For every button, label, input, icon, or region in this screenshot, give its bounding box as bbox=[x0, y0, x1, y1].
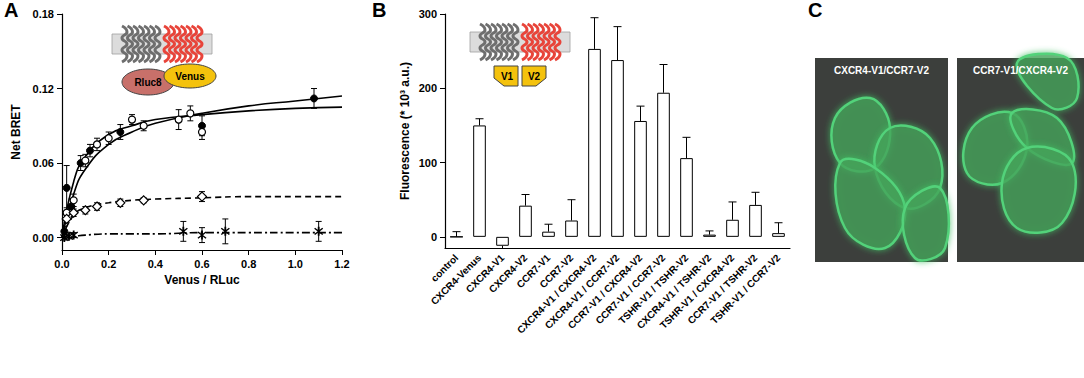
svg-text:TSHR-V1 / CCR7-V2: TSHR-V1 / CCR7-V2 bbox=[708, 252, 782, 326]
svg-text:0.4: 0.4 bbox=[148, 258, 164, 270]
svg-text:CXCR4-Venus: CXCR4-Venus bbox=[428, 252, 484, 307]
svg-text:V2: V2 bbox=[528, 71, 541, 82]
svg-text:CXCR4-V2: CXCR4-V2 bbox=[486, 252, 530, 295]
svg-text:CCR7-V1 / TSHR-V2: CCR7-V1 / TSHR-V2 bbox=[685, 252, 760, 327]
svg-text:0.00: 0.00 bbox=[33, 232, 54, 244]
svg-text:CXCR4-V1/CCR7-V2: CXCR4-V1/CCR7-V2 bbox=[834, 65, 929, 76]
svg-text:0.6: 0.6 bbox=[194, 258, 209, 270]
svg-text:0.2: 0.2 bbox=[101, 258, 116, 270]
svg-text:CXCR4-V1 / TSHR-V2: CXCR4-V1 / TSHR-V2 bbox=[634, 252, 714, 331]
svg-text:CXCR4-V1: CXCR4-V1 bbox=[463, 252, 507, 295]
svg-text:Venus: Venus bbox=[175, 71, 205, 82]
svg-text:CCR7-V1/CXCR4-V2: CCR7-V1/CXCR4-V2 bbox=[973, 65, 1068, 76]
svg-text:CCR7-V1: CCR7-V1 bbox=[514, 252, 553, 291]
svg-text:0.18: 0.18 bbox=[33, 8, 54, 20]
svg-text:0.12: 0.12 bbox=[33, 83, 54, 95]
svg-text:CXCR4-V1 / CCR7-V2: CXCR4-V1 / CCR7-V2 bbox=[542, 252, 622, 331]
svg-text:CXCR4-V1 / CXCR4-V2: CXCR4-V1 / CXCR4-V2 bbox=[514, 252, 599, 336]
svg-text:C: C bbox=[808, 0, 822, 21]
svg-text:CCR7-V1 / CXCR4-V2: CCR7-V1 / CXCR4-V2 bbox=[565, 252, 645, 331]
svg-text:100: 100 bbox=[419, 157, 437, 169]
svg-text:0.0: 0.0 bbox=[54, 258, 69, 270]
svg-text:TSHR-V1 / CXCR4-V2: TSHR-V1 / CXCR4-V2 bbox=[657, 252, 737, 331]
svg-text:Rluc8: Rluc8 bbox=[134, 77, 162, 88]
svg-text:CCR7-V1 / CCR7-V2: CCR7-V1 / CCR7-V2 bbox=[593, 252, 668, 327]
svg-text:1.0: 1.0 bbox=[288, 258, 303, 270]
svg-text:Net BRET: Net BRET bbox=[9, 104, 23, 160]
svg-text:Venus / RLuc: Venus / RLuc bbox=[164, 273, 240, 287]
svg-text:TSHR-V1 / TSHR-V2: TSHR-V1 / TSHR-V2 bbox=[616, 252, 691, 327]
svg-text:1.2: 1.2 bbox=[334, 258, 349, 270]
svg-text:200: 200 bbox=[419, 82, 437, 94]
svg-text:A: A bbox=[4, 0, 18, 21]
svg-text:Fluorescence (* 10³ a.u.): Fluorescence (* 10³ a.u.) bbox=[398, 62, 412, 200]
svg-text:control: control bbox=[428, 252, 461, 284]
svg-text:0: 0 bbox=[431, 231, 437, 243]
svg-text:V1: V1 bbox=[501, 71, 514, 82]
svg-text:CCR7-V2: CCR7-V2 bbox=[537, 252, 576, 291]
svg-text:B: B bbox=[372, 0, 386, 21]
svg-text:0.06: 0.06 bbox=[33, 157, 54, 169]
svg-text:0.8: 0.8 bbox=[241, 258, 256, 270]
svg-text:300: 300 bbox=[419, 8, 437, 20]
